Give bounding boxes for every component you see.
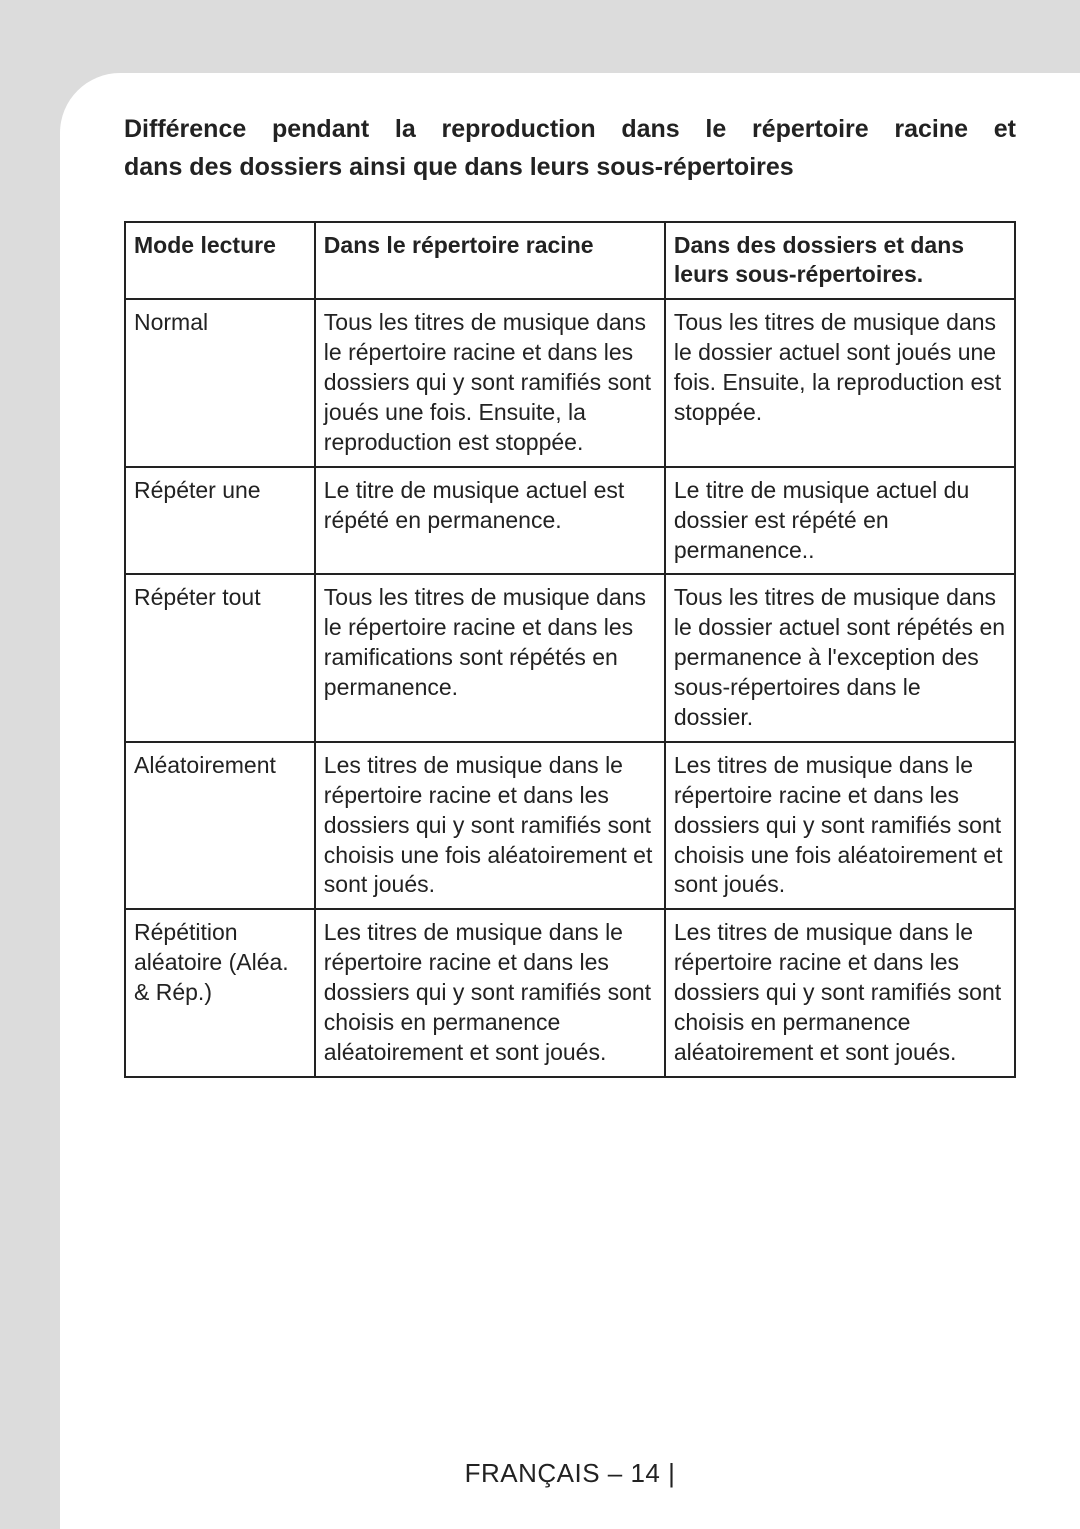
header-mode: Mode lecture — [125, 222, 315, 300]
cell-mode: Répéter une — [125, 467, 315, 575]
table-row: Normal Tous les titres de musique dans l… — [125, 299, 1015, 466]
cell-folder: Le titre de musique actuel du dossier es… — [665, 467, 1015, 575]
table-row: Répétition aléatoire (Aléa. & Rép.) Les … — [125, 909, 1015, 1076]
cell-folder: Tous les titres de musique dans le dossi… — [665, 574, 1015, 741]
table-row: Répéter tout Tous les titres de musique … — [125, 574, 1015, 741]
cell-folder: Les titres de musique dans le répertoire… — [665, 742, 1015, 909]
table-row: Répéter une Le titre de musique actuel e… — [125, 467, 1015, 575]
document-page: Différence pendant la reproduction dans … — [60, 73, 1080, 1529]
cell-mode: Aléatoirement — [125, 742, 315, 909]
cell-root: Tous les titres de musique dans le réper… — [315, 299, 665, 466]
table-header-row: Mode lecture Dans le répertoire racine D… — [125, 222, 1015, 300]
cell-mode: Répétition aléatoire (Aléa. & Rép.) — [125, 909, 315, 1076]
playback-modes-table: Mode lecture Dans le répertoire racine D… — [124, 221, 1016, 1078]
header-folder: Dans des dossiers et dans leurs sous-rép… — [665, 222, 1015, 300]
cell-mode: Normal — [125, 299, 315, 466]
header-root: Dans le répertoire racine — [315, 222, 665, 300]
page-footer: FRANÇAIS – 14 | — [60, 1458, 1080, 1489]
cell-root: Tous les titres de musique dans le réper… — [315, 574, 665, 741]
section-heading-line1: Différence pendant la reproduction dans … — [124, 113, 1016, 147]
cell-root: Les titres de musique dans le répertoire… — [315, 742, 665, 909]
table-row: Aléatoirement Les titres de musique dans… — [125, 742, 1015, 909]
section-heading-line2: dans des dossiers ainsi que dans leurs s… — [124, 151, 1016, 185]
cell-root: Le titre de musique actuel est répété en… — [315, 467, 665, 575]
cell-folder: Les titres de musique dans le répertoire… — [665, 909, 1015, 1076]
cell-root: Les titres de musique dans le répertoire… — [315, 909, 665, 1076]
cell-folder: Tous les titres de musique dans le dossi… — [665, 299, 1015, 466]
cell-mode: Répéter tout — [125, 574, 315, 741]
